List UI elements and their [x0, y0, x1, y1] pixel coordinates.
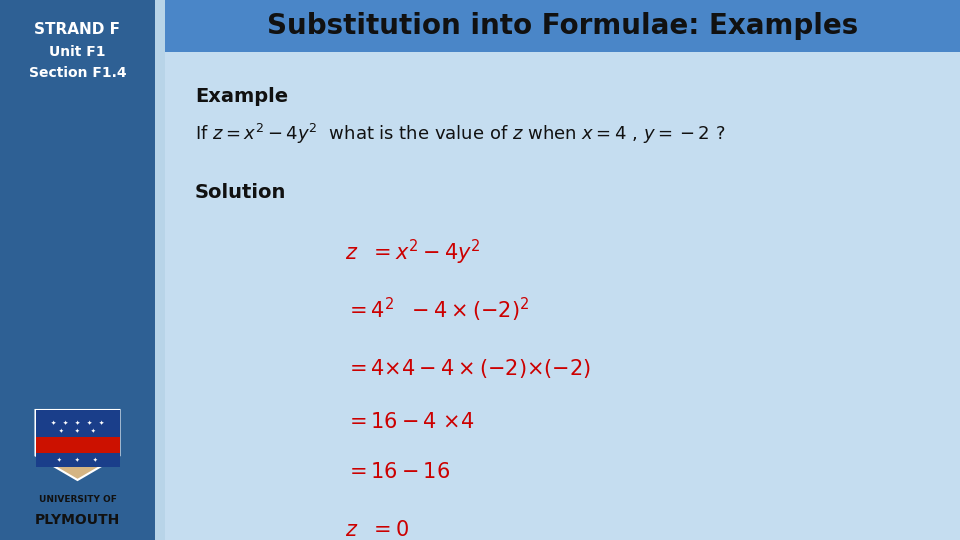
Text: $z\ \ = 0$: $z\ \ = 0$ [345, 520, 409, 540]
FancyBboxPatch shape [165, 0, 960, 52]
Text: Example: Example [195, 87, 288, 106]
Text: UNIVERSITY OF: UNIVERSITY OF [38, 496, 116, 504]
Text: ✦: ✦ [75, 458, 80, 463]
Text: ✦: ✦ [99, 421, 104, 426]
Text: ✦: ✦ [51, 421, 56, 426]
Text: $= 4^2\ \ - 4 \times (-2)^2$: $= 4^2\ \ - 4 \times (-2)^2$ [345, 296, 529, 324]
Text: Section F1.4: Section F1.4 [29, 66, 127, 80]
Text: STRAND F: STRAND F [35, 23, 121, 37]
Text: If $z = x^2 - 4y^2$  what is the value of $z$ when $x = 4$ , $y = -2$ ?: If $z = x^2 - 4y^2$ what is the value of… [195, 122, 725, 146]
Text: ✦: ✦ [91, 429, 96, 434]
FancyBboxPatch shape [155, 0, 165, 540]
Text: ✦: ✦ [60, 429, 63, 434]
Text: Solution: Solution [195, 183, 286, 201]
Text: ✦: ✦ [62, 421, 68, 426]
Text: Unit F1: Unit F1 [49, 45, 106, 59]
Polygon shape [36, 410, 119, 437]
Polygon shape [36, 454, 119, 468]
Polygon shape [36, 437, 119, 454]
Text: ✦: ✦ [75, 429, 80, 434]
Text: ✦: ✦ [75, 421, 80, 426]
Polygon shape [36, 410, 119, 480]
Text: $= 4{\times}4 - 4 \times (-2){\times}(-2)$: $= 4{\times}4 - 4 \times (-2){\times}(-2… [345, 356, 591, 380]
Text: ✦: ✦ [58, 458, 61, 463]
Text: $= 16 - 4\ {\times}4$: $= 16 - 4\ {\times}4$ [345, 412, 474, 432]
Text: ✦: ✦ [93, 458, 98, 463]
Text: PLYMOUTH: PLYMOUTH [35, 513, 120, 527]
Text: Substitution into Formulae: Examples: Substitution into Formulae: Examples [267, 12, 858, 40]
FancyBboxPatch shape [0, 0, 155, 540]
Text: ✦: ✦ [86, 421, 92, 426]
Text: $= 16 - 16$: $= 16 - 16$ [345, 462, 450, 482]
Text: $z\ \ = x^2 - 4y^2$: $z\ \ = x^2 - 4y^2$ [345, 238, 481, 267]
